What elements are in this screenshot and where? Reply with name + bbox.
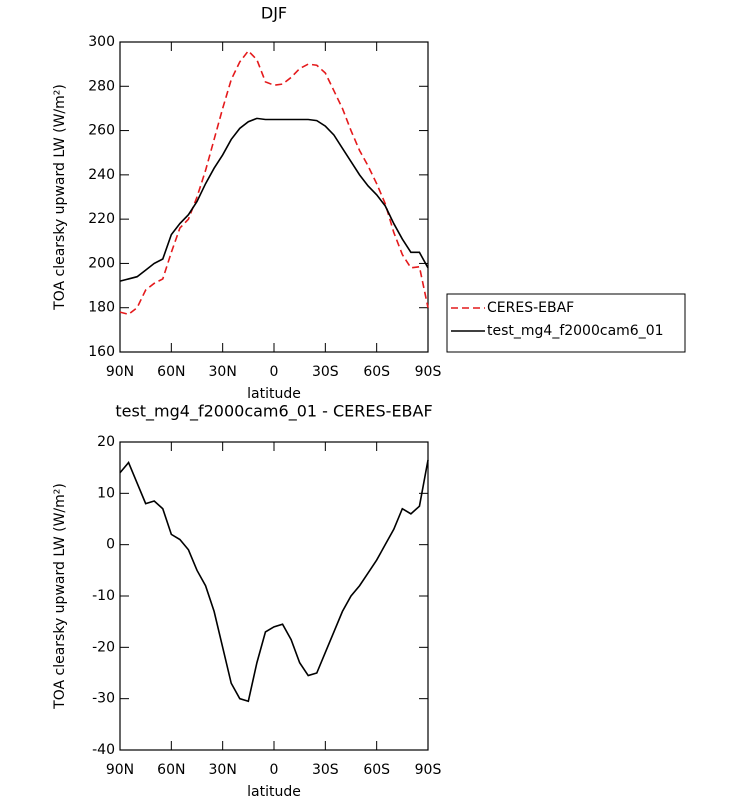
- x-tick-label: 30N: [209, 364, 237, 380]
- x-axis-label: latitude: [247, 386, 301, 402]
- y-tick-label: 260: [88, 123, 115, 139]
- y-tick-label: 180: [88, 300, 115, 316]
- y-tick-label: 280: [88, 78, 115, 94]
- y-tick-label: -40: [92, 742, 115, 758]
- data-line: [119, 49, 429, 316]
- y-tick-label: -30: [92, 691, 115, 707]
- x-tick-label: 30S: [312, 762, 339, 778]
- plot-frame: [119, 41, 429, 353]
- y-tick-label: 300: [88, 34, 115, 50]
- plot-frame: [119, 441, 429, 751]
- y-tick-label: 200: [88, 255, 115, 271]
- x-axis-label: latitude: [247, 784, 301, 800]
- x-tick-label: 60S: [363, 762, 390, 778]
- y-tick-label: 160: [88, 344, 115, 360]
- y-tick-label: 220: [88, 211, 115, 227]
- legend-box: [446, 293, 686, 353]
- x-tick-label: 90N: [106, 364, 134, 380]
- legend-label: CERES-EBAF: [487, 300, 574, 316]
- y-tick-label: -10: [92, 588, 115, 604]
- x-tick-label: 30S: [312, 364, 339, 380]
- x-tick-label: 60S: [363, 364, 390, 380]
- x-tick-label: 90N: [106, 762, 134, 778]
- x-tick-label: 60N: [157, 364, 185, 380]
- x-tick-label: 0: [270, 762, 279, 778]
- y-axis-label: TOA clearsky upward LW (W/m²): [52, 84, 68, 311]
- x-tick-label: 60N: [157, 762, 185, 778]
- y-tick-label: 0: [106, 537, 115, 553]
- x-tick-label: 30N: [209, 762, 237, 778]
- legend-label: test_mg4_f2000cam6_01: [487, 323, 664, 339]
- data-line: [119, 459, 429, 703]
- y-tick-label: -20: [92, 639, 115, 655]
- x-tick-label: 0: [270, 364, 279, 380]
- y-tick-label: 240: [88, 167, 115, 183]
- y-tick-label: 20: [97, 434, 115, 450]
- y-axis-label: TOA clearsky upward LW (W/m²): [52, 483, 68, 710]
- x-tick-label: 90S: [415, 762, 442, 778]
- data-line: [119, 117, 429, 282]
- chart-title: test_mg4_f2000cam6_01 - CERES-EBAF: [115, 402, 432, 422]
- y-tick-label: 10: [97, 485, 115, 501]
- chart-title: DJF: [261, 4, 287, 23]
- x-tick-label: 90S: [415, 364, 442, 380]
